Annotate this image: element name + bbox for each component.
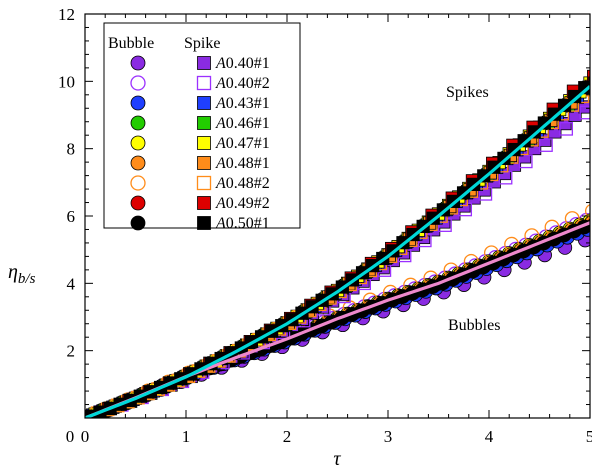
annotation-spikes: Spikes [446, 84, 489, 101]
legend-spike-marker [197, 156, 211, 170]
legend-bubble-marker [130, 95, 146, 111]
legend-label-prefix: A [215, 195, 226, 212]
legend-spike-marker [197, 96, 211, 110]
legend-label-rest: 0.48#1 [226, 155, 270, 172]
y-axis-label-sub: b/s [18, 271, 36, 287]
y-tick-label: 4 [67, 274, 76, 293]
legend-bubble-marker [130, 155, 146, 171]
legend-label-rest: 0.47#1 [226, 135, 270, 152]
legend-label: A0.40#2 [215, 75, 270, 92]
legend-bubble-marker [130, 75, 146, 91]
legend-label-rest: 0.43#1 [226, 95, 270, 112]
legend-bubble-marker [130, 215, 146, 231]
spike-point [568, 89, 582, 104]
spike-point [537, 116, 551, 130]
legend-label-prefix: A [215, 155, 226, 172]
legend: Bubble Spike A0.40#1A0.40#2A0.43#1A0.46#… [103, 22, 301, 232]
spike-point [587, 69, 590, 84]
spike-point [557, 98, 572, 112]
legend-label-rest: 0.46#1 [226, 115, 270, 132]
axis-ticks [84, 13, 591, 418]
x-tick-label: 5 [586, 427, 592, 446]
x-tick-label: 2 [283, 427, 292, 446]
legend-spike-marker [197, 136, 211, 150]
legend-label: A0.48#1 [215, 155, 270, 172]
y-tick-label: 10 [58, 72, 75, 91]
legend-label: A0.47#1 [215, 135, 270, 152]
legend-label: A0.50#1 [215, 215, 270, 232]
legend-label-prefix: A [215, 175, 226, 192]
legend-label: A0.48#2 [215, 175, 270, 192]
legend-bubble-marker [130, 195, 146, 211]
legend-spike-marker [196, 75, 212, 91]
origin-tick-label: 0 [66, 427, 75, 446]
spike-point [478, 186, 493, 201]
spike-point [527, 125, 541, 139]
bubble-point [584, 203, 590, 219]
annotation-bubbles: Bubbles [448, 317, 500, 334]
fit-curves [85, 85, 590, 418]
legend-header-bubble: Bubble [108, 35, 154, 52]
legend-label: A0.46#1 [215, 115, 270, 132]
spike-point [507, 142, 521, 157]
spike-point [497, 151, 511, 165]
legend-spike-marker [196, 175, 212, 191]
legend-bubble-marker [130, 55, 146, 71]
legend-rows: A0.40#1A0.40#2A0.43#1A0.46#1A0.47#1A0.48… [130, 55, 270, 232]
y-tick-label: 2 [67, 342, 76, 361]
spike-fit-curve [85, 85, 590, 418]
spike-point [539, 138, 553, 152]
legend-label: A0.40#1 [215, 55, 270, 72]
y-tick-label: 6 [67, 207, 76, 226]
legend-label-prefix: A [215, 135, 226, 152]
y-axis-label: ηb/s [8, 261, 36, 287]
legend-label-rest: 0.49#2 [226, 195, 270, 212]
legend-spike-marker [197, 196, 211, 210]
spike-point [547, 107, 562, 121]
legend-label-rest: 0.40#1 [226, 55, 270, 72]
x-axis-label: τ [333, 448, 341, 469]
legend-spike-marker [197, 56, 211, 70]
legend-label: A0.49#2 [215, 195, 270, 212]
legend-label-rest: 0.40#2 [226, 75, 270, 92]
spike-point [588, 76, 590, 90]
spike-point [579, 105, 590, 120]
y-tick-label: 12 [58, 5, 75, 24]
y-tick-label: 8 [67, 140, 76, 159]
legend-bubble-marker [130, 135, 146, 151]
x-tick-label: 4 [485, 427, 494, 446]
legend-label-prefix: A [215, 75, 226, 92]
spike-point [517, 134, 531, 148]
spike-point [518, 154, 533, 169]
legend-label-rest: 0.48#2 [226, 175, 270, 192]
x-tick-label: 3 [384, 427, 393, 446]
x-tick-label: 0 [81, 427, 90, 446]
legend-label-prefix: A [215, 115, 226, 132]
x-tick-label: 1 [182, 427, 191, 446]
legend-spike-marker [197, 216, 211, 230]
legend-label-prefix: A [215, 55, 226, 72]
spike-point [559, 121, 574, 136]
legend-label: A0.43#1 [215, 95, 270, 112]
legend-header-spike: Spike [184, 35, 220, 52]
legend-bubble-marker [130, 175, 146, 191]
legend-label-prefix: A [215, 215, 226, 232]
legend-label-prefix: A [215, 95, 226, 112]
legend-spike-marker [197, 116, 211, 130]
y-axis-label-main: η [8, 261, 18, 283]
legend-bubble-marker [130, 115, 146, 131]
legend-label-rest: 0.50#1 [226, 215, 270, 232]
